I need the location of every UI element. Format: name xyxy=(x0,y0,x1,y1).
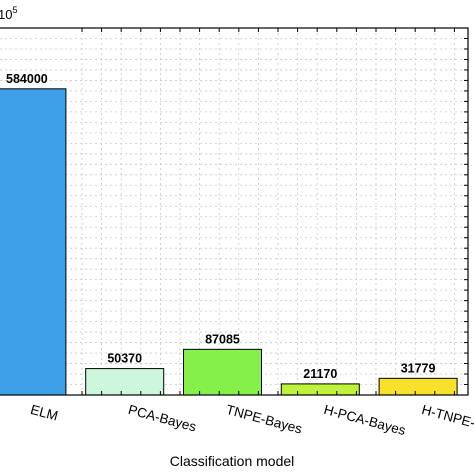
plot-frame xyxy=(0,27,469,396)
axis-exponent-base: 10 xyxy=(0,7,12,22)
x-tick-label: TNPE-Bayes xyxy=(224,402,303,437)
bar-value-labels: 584000 50370 87085 21170 31779 xyxy=(6,72,435,381)
chart-grid xyxy=(0,27,468,395)
axis-exponent-power: 5 xyxy=(12,5,17,15)
x-axis-title: Classification model xyxy=(170,453,295,469)
x-tick-label: ELM xyxy=(29,402,60,424)
bar-elm xyxy=(0,88,67,396)
bar-h-pca-bayes xyxy=(280,383,360,396)
x-tick-labels: ELM PCA-Bayes TNPE-Bayes H-PCA-Bayes H-TNPE-… xyxy=(29,402,474,440)
plot-border xyxy=(0,27,469,396)
x-tick-label: H-TNPE-Bayes xyxy=(420,402,474,440)
bar-value-label: 31779 xyxy=(401,361,436,375)
axis-exponent-label: 105 xyxy=(0,5,17,22)
x-tick-label: H-PCA-Bayes xyxy=(322,402,407,438)
bar-h-tnpe-bayes xyxy=(378,377,458,396)
x-tick-label: PCA-Bayes xyxy=(127,402,199,435)
bar-value-label: 21170 xyxy=(303,367,337,381)
bar-value-label: 584000 xyxy=(6,72,48,86)
bar-tnpe-bayes xyxy=(183,348,262,396)
bar-value-label: 50370 xyxy=(107,352,142,366)
bar-series xyxy=(0,88,458,396)
bar-pca-bayes xyxy=(85,368,165,396)
bar-value-label: 87085 xyxy=(205,332,240,346)
